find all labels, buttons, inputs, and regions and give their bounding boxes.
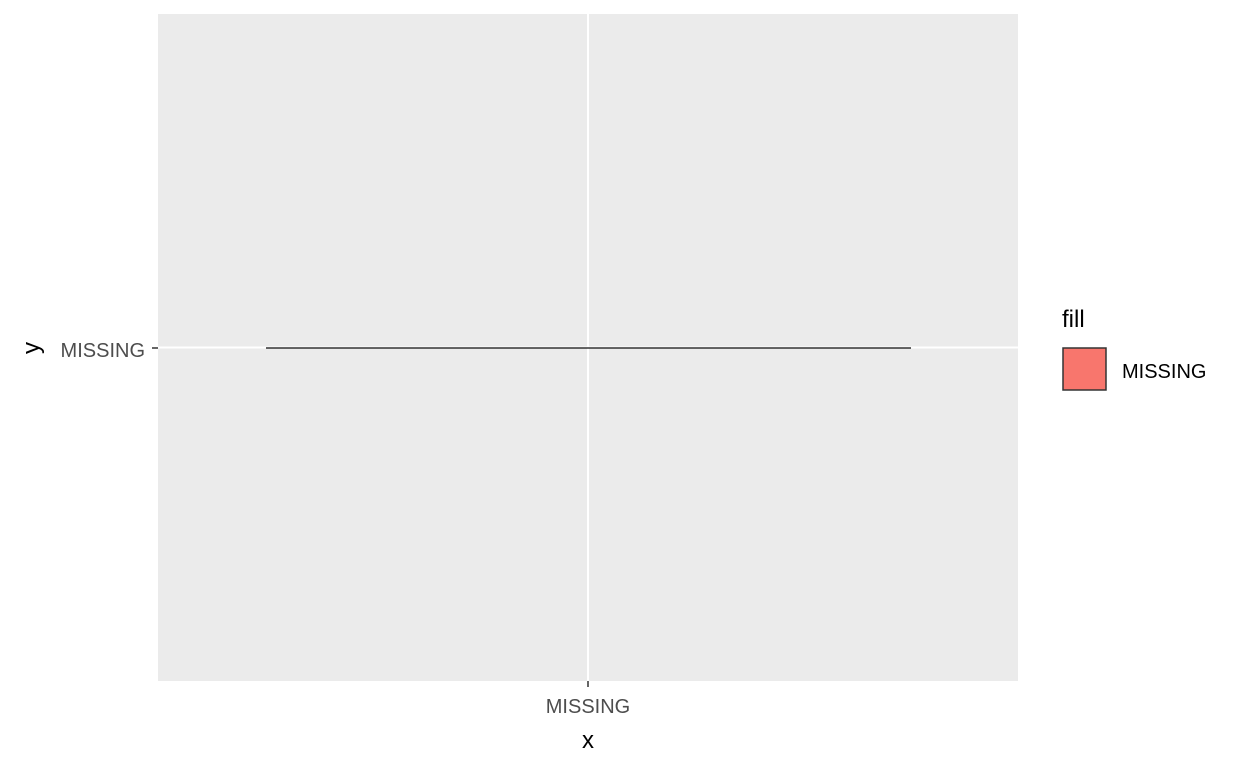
y-axis-title: y xyxy=(18,342,45,354)
legend-entry-label: MISSING xyxy=(1122,361,1206,383)
y-tick-label: MISSING xyxy=(61,340,145,362)
legend-title: fill xyxy=(1062,306,1085,333)
x-axis-title: x xyxy=(582,727,594,754)
legend-key-swatch xyxy=(1062,347,1107,391)
x-tick-label: MISSING xyxy=(546,696,630,718)
